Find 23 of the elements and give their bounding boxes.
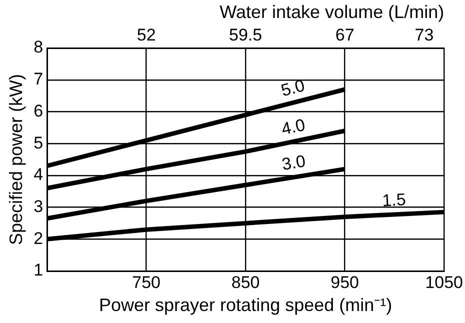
y-tick-label: 2	[34, 228, 44, 248]
x2-axis-title: Water intake volume (L/min)	[220, 2, 444, 22]
text: 5.0	[279, 76, 307, 100]
y-tick-label: 5	[34, 133, 44, 152]
y-tick-label: 8	[34, 38, 44, 57]
x-tick-label: 850	[231, 272, 260, 292]
x-tick-label: 1050	[425, 272, 464, 292]
y-tick-label: 1	[34, 260, 44, 280]
series-label: 1.5	[382, 190, 406, 210]
text: 3.0	[280, 152, 307, 174]
y-tick-label: 3	[34, 196, 44, 216]
y-tick-label: 4	[34, 165, 44, 184]
x2-tick-label: 73	[414, 25, 434, 44]
x-tick-label: 950	[330, 272, 360, 292]
x2-tick-label: 52	[136, 25, 156, 44]
text: 4.0	[280, 115, 307, 139]
y-tick-label: 7	[34, 70, 44, 89]
y-tick-label: 6	[34, 101, 44, 120]
x-axis-title: Power sprayer rotating speed (min⁻¹)	[99, 295, 392, 316]
x2-tick-label: 59.5	[229, 25, 262, 44]
x-tick-label: 750	[132, 272, 160, 292]
x2-tick-label: 67	[335, 25, 354, 44]
y-axis-title: Specified power (kW)	[6, 74, 26, 246]
